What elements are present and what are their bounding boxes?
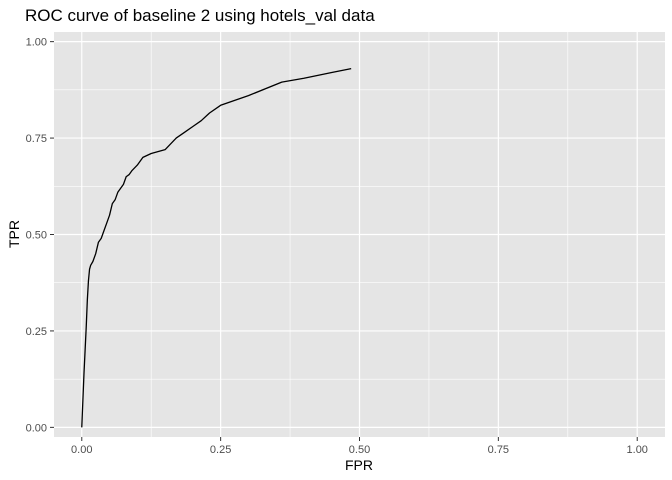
y-axis-ticks: 0.00 0.25 0.50 0.75 1.00 bbox=[26, 37, 54, 434]
x-tick-label: 0.75 bbox=[488, 444, 509, 456]
x-tick-label: 0.00 bbox=[71, 444, 92, 456]
y-tick-label: 0.25 bbox=[26, 326, 47, 338]
y-axis-title: TPR bbox=[6, 220, 22, 248]
x-axis-title: FPR bbox=[345, 457, 373, 473]
y-tick-label: 0.75 bbox=[26, 133, 47, 145]
x-axis-ticks: 0.00 0.25 0.50 0.75 1.00 bbox=[71, 437, 648, 456]
chart-title: ROC curve of baseline 2 using hotels_val… bbox=[25, 6, 375, 25]
x-tick-label: 1.00 bbox=[627, 444, 648, 456]
x-tick-label: 0.50 bbox=[349, 444, 370, 456]
x-tick-label: 0.25 bbox=[210, 444, 231, 456]
y-tick-label: 0.50 bbox=[26, 230, 47, 242]
major-gridlines bbox=[54, 32, 665, 437]
roc-curve-line bbox=[81, 68, 352, 428]
y-tick-label: 0.00 bbox=[26, 422, 47, 434]
y-tick-label: 1.00 bbox=[26, 37, 47, 49]
